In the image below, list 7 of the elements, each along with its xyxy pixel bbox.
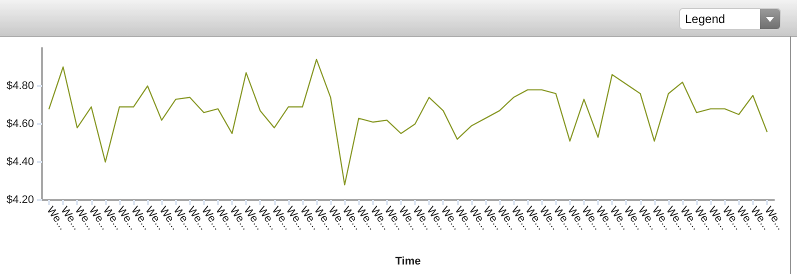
x-axis-title: Time (395, 256, 421, 268)
y-tick-label: $4.80 (6, 80, 34, 92)
y-tick-label: $4.60 (6, 118, 34, 130)
dropdown-field: Legend (679, 8, 781, 30)
y-tick-label: $4.20 (6, 194, 34, 206)
line-series (48, 58, 768, 186)
y-tick-label: $4.40 (6, 156, 34, 168)
